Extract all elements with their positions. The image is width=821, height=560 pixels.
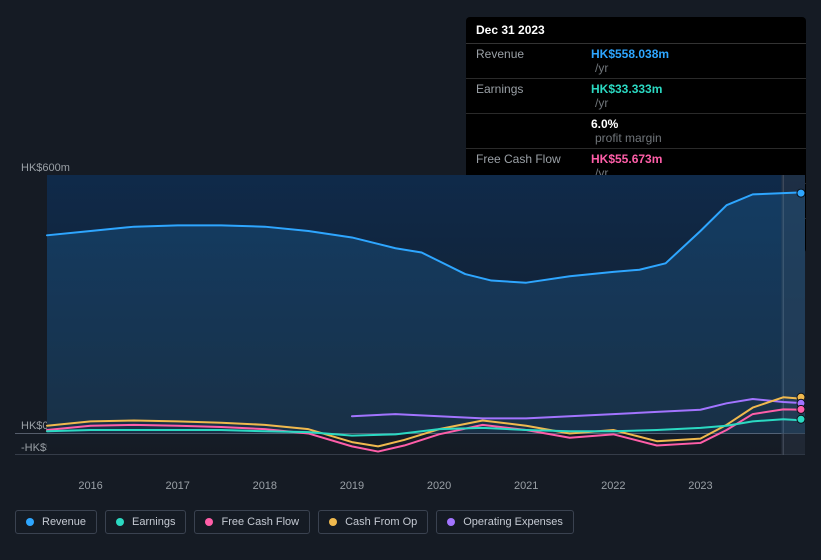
legend-label: Revenue	[42, 516, 86, 528]
legend-label: Cash From Op	[345, 516, 417, 528]
legend-label: Free Cash Flow	[221, 516, 299, 528]
legend-dot	[447, 518, 455, 526]
x-tick-label: 2021	[514, 480, 538, 492]
tooltip-row-label	[476, 117, 591, 145]
x-tick-label: 2018	[253, 480, 277, 492]
tooltip-row-suffix: /yr	[595, 96, 608, 110]
legend-dot	[116, 518, 124, 526]
legend-item-revenue[interactable]: Revenue	[15, 510, 97, 534]
tooltip-row-suffix: profit margin	[595, 131, 662, 145]
legend-item-operating-expenses[interactable]: Operating Expenses	[436, 510, 574, 534]
legend-item-cash-from-op[interactable]: Cash From Op	[318, 510, 428, 534]
tooltip-row-value: 6.0%	[591, 117, 662, 131]
x-tick-label: 2019	[340, 480, 364, 492]
tooltip-row: RevenueHK$558.038m/yr	[466, 44, 806, 79]
legend-dot	[329, 518, 337, 526]
x-axis: 2016 2017 2018 2019 2020 2021 2022 2023	[15, 480, 805, 500]
x-tick-label: 2022	[601, 480, 625, 492]
x-tick-label: 2017	[165, 480, 189, 492]
legend-item-earnings[interactable]: Earnings	[105, 510, 186, 534]
tooltip-row: 6.0%profit margin	[466, 114, 806, 149]
x-tick-label: 2020	[427, 480, 451, 492]
chart-plot[interactable]	[15, 175, 805, 455]
tooltip-row-label: Revenue	[476, 47, 591, 75]
legend-item-free-cash-flow[interactable]: Free Cash Flow	[194, 510, 310, 534]
legend-label: Earnings	[132, 516, 175, 528]
legend-dot	[205, 518, 213, 526]
legend-label: Operating Expenses	[463, 516, 563, 528]
tooltip-row: EarningsHK$33.333m/yr	[466, 79, 806, 114]
y-tick-label: HK$600m	[21, 162, 70, 174]
tooltip-row-suffix: /yr	[595, 61, 608, 75]
tooltip-date: Dec 31 2023	[466, 17, 806, 44]
tooltip-row-value: HK$33.333m	[591, 82, 662, 96]
legend-dot	[26, 518, 34, 526]
tooltip-row-value: HK$558.038m	[591, 47, 669, 61]
tooltip-row-label: Earnings	[476, 82, 591, 110]
legend: Revenue Earnings Free Cash Flow Cash From O…	[15, 510, 574, 534]
x-tick-label: 2016	[78, 480, 102, 492]
tooltip-row-value: HK$55.673m	[591, 152, 662, 166]
x-tick-label: 2023	[688, 480, 712, 492]
